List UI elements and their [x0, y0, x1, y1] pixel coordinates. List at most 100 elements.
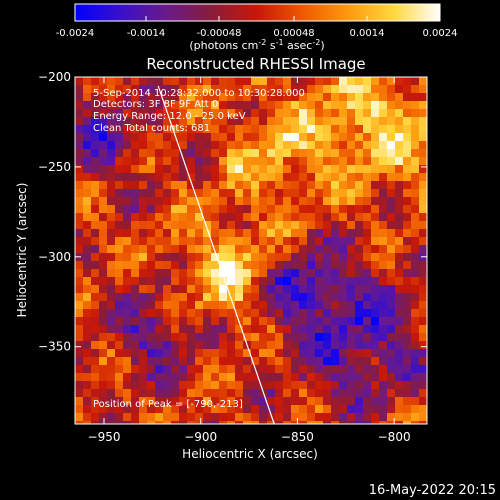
heatmap-cell: [267, 381, 276, 390]
heatmap-cell: [283, 213, 292, 222]
heatmap-cell: [307, 389, 316, 398]
heatmap-cell: [171, 85, 180, 94]
heatmap-cell: [115, 309, 124, 318]
heatmap-cell: [419, 421, 427, 424]
heatmap-cell: [259, 189, 268, 198]
heatmap-cell: [235, 413, 244, 422]
heatmap-cell: [267, 93, 276, 102]
heatmap-cell: [155, 77, 164, 86]
heatmap-cell: [195, 157, 204, 166]
heatmap-cell: [379, 181, 388, 190]
heatmap-cell: [227, 157, 236, 166]
heatmap-cell: [155, 341, 164, 350]
heatmap-cell: [347, 309, 356, 318]
heatmap-cell: [371, 269, 380, 278]
heatmap-cell: [291, 181, 300, 190]
heatmap-cell: [163, 189, 172, 198]
heatmap-cell: [347, 109, 356, 118]
heatmap-cell: [347, 381, 356, 390]
heatmap-cell: [323, 133, 332, 142]
heatmap-cell: [387, 93, 396, 102]
heatmap-cell: [331, 421, 340, 424]
heatmap-cell: [139, 125, 148, 134]
heatmap-cell: [91, 325, 100, 334]
heatmap-cell: [123, 117, 132, 126]
heatmap-cell: [219, 197, 228, 206]
heatmap-cell: [395, 77, 404, 86]
heatmap-cell: [171, 141, 180, 150]
heatmap-cell: [411, 381, 420, 390]
heatmap-cell: [331, 197, 340, 206]
heatmap-cell: [107, 157, 116, 166]
heatmap-cell: [379, 381, 388, 390]
heatmap-cell: [115, 245, 124, 254]
heatmap-cell: [171, 165, 180, 174]
heatmap-cell: [187, 293, 196, 302]
heatmap-cell: [291, 261, 300, 270]
heatmap-cell: [227, 253, 236, 262]
heatmap-cell: [339, 173, 348, 182]
heatmap-cell: [171, 125, 180, 134]
heatmap-cell: [91, 93, 100, 102]
heatmap-cell: [139, 221, 148, 230]
heatmap-cell: [387, 253, 396, 262]
heatmap-cell: [387, 421, 396, 424]
heatmap-cell: [387, 85, 396, 94]
heatmap-cell: [339, 277, 348, 286]
heatmap-cell: [107, 413, 116, 422]
heatmap-cell: [91, 405, 100, 414]
heatmap-cell: [179, 365, 188, 374]
heatmap-cell: [83, 349, 92, 358]
heatmap-cell: [259, 165, 268, 174]
heatmap-cell: [91, 189, 100, 198]
heatmap-cell: [275, 125, 284, 134]
x-tick-label: −950: [88, 430, 121, 444]
heatmap-cell: [331, 349, 340, 358]
heatmap-cell: [107, 405, 116, 414]
heatmap-cell: [123, 413, 132, 422]
heatmap-cell: [99, 389, 108, 398]
heatmap-cell: [363, 213, 372, 222]
heatmap-cell: [403, 245, 412, 254]
heatmap-cell: [371, 325, 380, 334]
heatmap-cell: [395, 149, 404, 158]
heatmap-cell: [163, 157, 172, 166]
heatmap-cell: [283, 221, 292, 230]
heatmap-cell: [187, 405, 196, 414]
heatmap-cell: [147, 357, 156, 366]
heatmap-cell: [315, 261, 324, 270]
heatmap-cell: [187, 341, 196, 350]
heatmap-cell: [235, 101, 244, 110]
heatmap-cell: [347, 213, 356, 222]
heatmap-cell: [179, 93, 188, 102]
heatmap-cell: [307, 325, 316, 334]
heatmap-cell: [91, 213, 100, 222]
heatmap-cell: [291, 317, 300, 326]
heatmap-cell: [203, 109, 212, 118]
heatmap-cell: [235, 173, 244, 182]
heatmap-cell: [291, 133, 300, 142]
heatmap-cell: [331, 261, 340, 270]
heatmap-cell: [99, 357, 108, 366]
heatmap-cell: [283, 125, 292, 134]
heatmap-cell: [91, 421, 100, 424]
heatmap-cell: [323, 101, 332, 110]
heatmap-cell: [211, 253, 220, 262]
heatmap-cell: [403, 373, 412, 382]
heatmap-cell: [339, 157, 348, 166]
heatmap-cell: [91, 397, 100, 406]
heatmap-cell: [227, 109, 236, 118]
heatmap-cell: [243, 309, 252, 318]
heatmap-cell: [219, 253, 228, 262]
heatmap-cell: [123, 341, 132, 350]
heatmap-cell: [139, 357, 148, 366]
heatmap-cell: [371, 85, 380, 94]
heatmap-cell: [243, 413, 252, 422]
heatmap-cell: [243, 181, 252, 190]
heatmap-cell: [411, 301, 420, 310]
heatmap-cell: [323, 197, 332, 206]
heatmap-cell: [291, 293, 300, 302]
heatmap-cell: [307, 277, 316, 286]
heatmap-cell: [179, 221, 188, 230]
heatmap-cell: [99, 117, 108, 126]
